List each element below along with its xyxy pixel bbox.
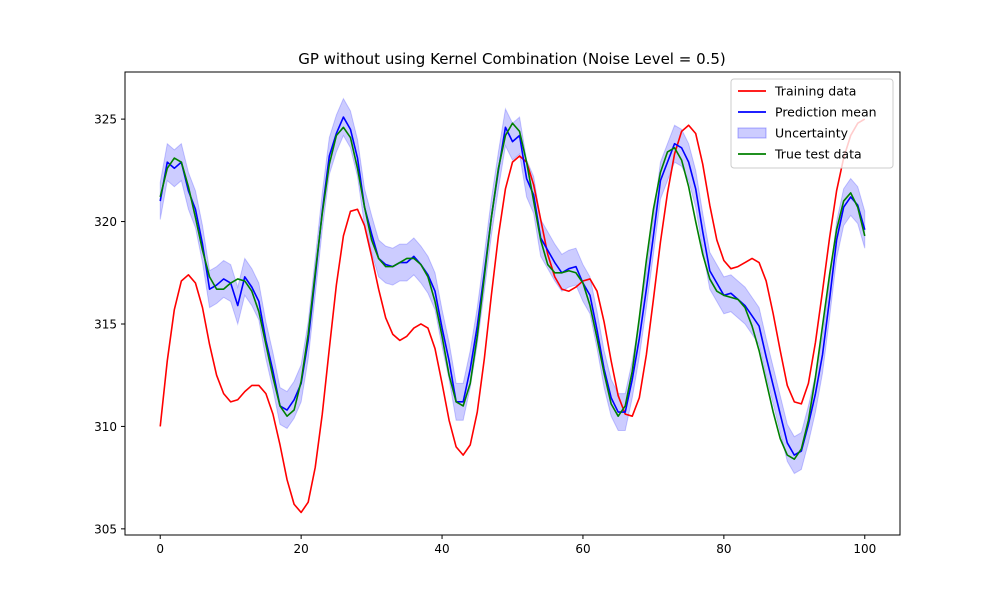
true-test-data-line: [159, 122, 866, 461]
axes: 0 20 40 60 80 100 305 310 315 320 325: [94, 71, 901, 556]
uncertainty-band: [159, 97, 866, 475]
y-tick-label: 305: [94, 522, 117, 536]
x-tick-label: 0: [156, 542, 164, 556]
plot-area: [159, 97, 866, 514]
legend-box: [730, 78, 894, 169]
y-tick-label: 315: [94, 317, 117, 331]
legend: Training data Prediction mean Uncertainty T…: [730, 78, 894, 169]
legend-item-uncertainty-swatch: [737, 127, 767, 139]
y-tick-label: 325: [94, 113, 117, 127]
legend-item-training-data-label: Training data: [774, 84, 856, 99]
x-tick-label: 20: [293, 542, 308, 556]
x-tick-label: 80: [716, 542, 731, 556]
legend-item-true-test-data-label: True test data: [774, 147, 862, 162]
x-tick-label: 60: [575, 542, 590, 556]
x-tick-label: 40: [434, 542, 449, 556]
y-tick-label: 310: [94, 420, 117, 434]
legend-item-prediction-mean-label: Prediction mean: [775, 105, 877, 120]
axes-frame: [124, 71, 901, 536]
y-tick-label: 320: [94, 215, 117, 229]
x-tick-label: 100: [853, 542, 876, 556]
training-data-line: [159, 118, 866, 514]
chart-title: GP without using Kernel Combination (Noi…: [298, 50, 726, 68]
legend-item-uncertainty-label: Uncertainty: [775, 126, 849, 141]
